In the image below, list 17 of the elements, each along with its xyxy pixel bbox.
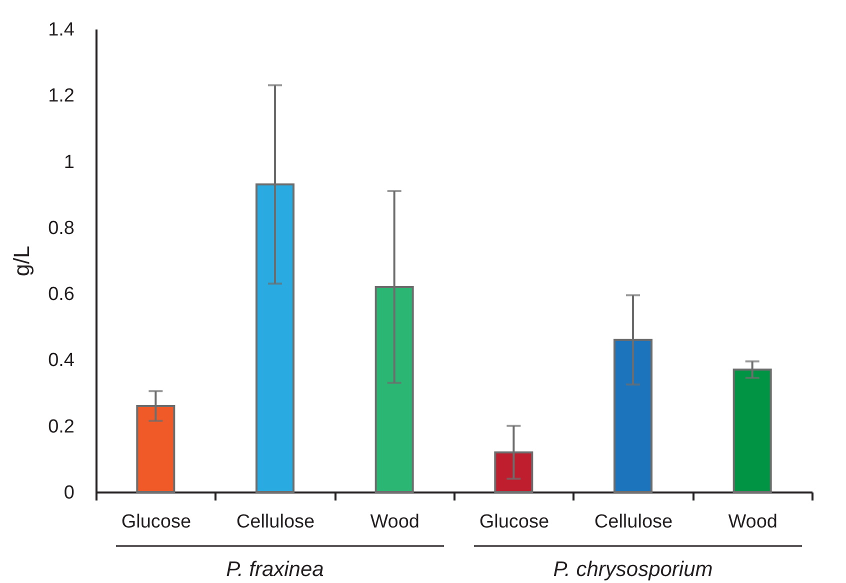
x-tick-label: Cellulose (236, 512, 315, 532)
y-tick-label: 1 (64, 152, 74, 173)
y-tick-label: 0.2 (48, 416, 74, 438)
y-tick-label: 0.8 (48, 218, 74, 239)
x-tick-label: Glucose (121, 512, 192, 532)
text: P. fraxinea (226, 558, 324, 581)
x-tick-label: Wood (370, 512, 420, 532)
y-tick-label: 0.6 (48, 284, 74, 306)
x-tick-label: Wood (728, 512, 778, 532)
y-axis-title: g/L (9, 246, 34, 276)
y-tick-label: 0.4 (48, 350, 75, 372)
text: P. chrysosporium (553, 558, 713, 581)
x-tick-label: Cellulose (594, 512, 673, 532)
y-tick-label: 1.4 (48, 20, 75, 40)
x-tick-label: Glucose (479, 512, 550, 532)
y-tick-label: 1.2 (48, 86, 74, 107)
y-tick-label: 0 (64, 482, 74, 504)
